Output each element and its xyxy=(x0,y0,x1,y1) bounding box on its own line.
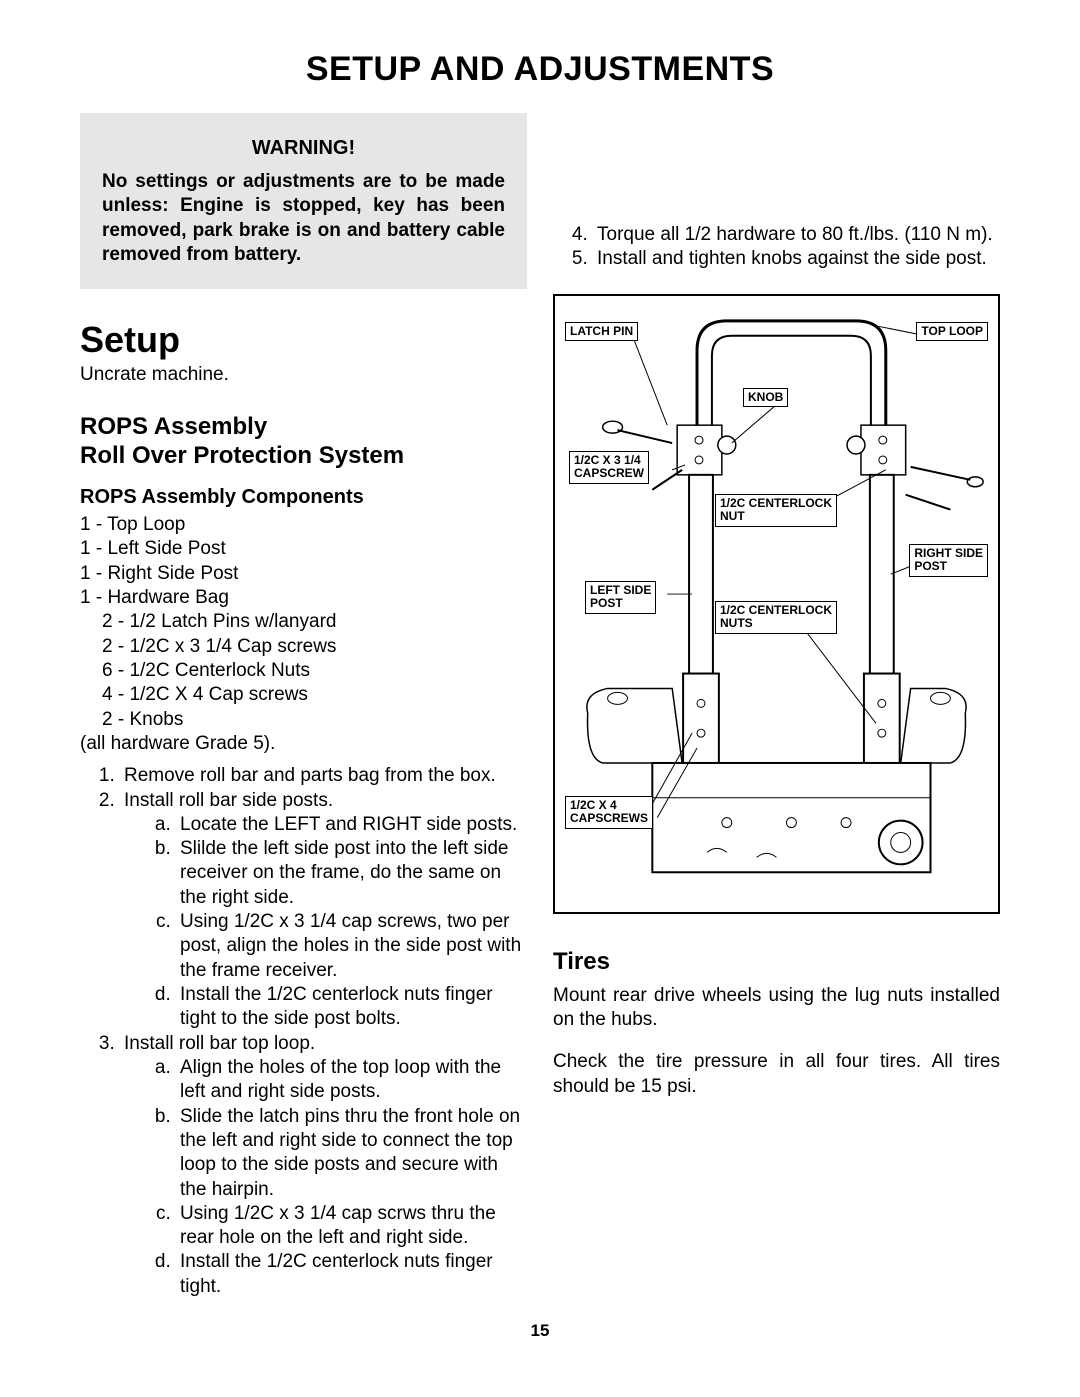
instruction-list: Remove roll bar and parts bag from the b… xyxy=(80,764,527,1299)
comp-sub: 6 - 1/2C Centerlock Nuts xyxy=(80,659,527,683)
comp-line: 1 - Hardware Bag xyxy=(80,586,527,610)
substep-list: Align the holes of the top loop with the… xyxy=(124,1056,527,1299)
setup-intro: Uncrate machine. xyxy=(80,363,527,387)
comp-sub: 4 - 1/2C X 4 Cap screws xyxy=(80,683,527,707)
label-centerlock-nuts: 1/2C CENTERLOCK NUTS xyxy=(715,601,837,635)
warning-text: No settings or adjustments are to be mad… xyxy=(102,170,505,267)
step-text: Install roll bar top loop. xyxy=(124,1033,315,1054)
substep: Using 1/2C x 3 1/4 cap screws, two per p… xyxy=(176,910,527,983)
rops-subheading: ROPS Assembly Components xyxy=(80,486,527,509)
substep: Using 1/2C x 3 1/4 cap scrws thru the re… xyxy=(176,1202,527,1251)
warning-title: WARNING! xyxy=(102,137,505,160)
step-text: Install roll bar side posts. xyxy=(124,790,333,811)
substep: Install the 1/2C centerlock nuts finger … xyxy=(176,983,527,1032)
label-left-post: LEFT SIDE POST xyxy=(585,581,656,615)
spacer xyxy=(553,113,1000,223)
comp-sub: 2 - 1/2C x 3 1/4 Cap screws xyxy=(80,635,527,659)
label-capscrew-314: 1/2C X 3 1/4 CAPSCREW xyxy=(569,451,649,485)
substep: Slilde the left side post into the left … xyxy=(176,837,527,910)
substep: Install the 1/2C centerlock nuts finger … xyxy=(176,1250,527,1299)
tires-p1: Mount rear drive wheels using the lug nu… xyxy=(553,984,1000,1033)
instruction-list-continued: Torque all 1/2 hardware to 80 ft./lbs. (… xyxy=(553,223,1000,272)
substep-list: Locate the LEFT and RIGHT side posts. Sl… xyxy=(124,813,527,1032)
step-5: Install and tighten knobs against the si… xyxy=(593,247,1000,271)
step-3: Install roll bar top loop. Align the hol… xyxy=(120,1032,527,1299)
substep: Align the holes of the top loop with the… xyxy=(176,1056,527,1105)
tires-p2: Check the tire pressure in all four tire… xyxy=(553,1050,1000,1099)
substep: Locate the LEFT and RIGHT side posts. xyxy=(176,813,527,837)
left-column: WARNING! No settings or adjustments are … xyxy=(80,113,527,1299)
components-list: 1 - Top Loop 1 - Left Side Post 1 - Righ… xyxy=(80,513,527,756)
warning-box: WARNING! No settings or adjustments are … xyxy=(80,113,527,289)
label-right-post: RIGHT SIDE POST xyxy=(909,544,988,578)
label-top-loop: TOP LOOP xyxy=(916,322,988,342)
comp-line: 1 - Right Side Post xyxy=(80,562,527,586)
step-4: Torque all 1/2 hardware to 80 ft./lbs. (… xyxy=(593,223,1000,247)
tires-heading: Tires xyxy=(553,948,1000,976)
label-latch-pin: LATCH PIN xyxy=(565,322,638,342)
label-capscrews-4: 1/2C X 4 CAPSCREWS xyxy=(565,796,653,830)
page-number: 15 xyxy=(80,1321,1000,1341)
substep: Slide the latch pins thru the front hole… xyxy=(176,1105,527,1202)
step-2: Install roll bar side posts. Locate the … xyxy=(120,789,527,1032)
page-title: SETUP AND ADJUSTMENTS xyxy=(80,50,1000,89)
setup-heading: Setup xyxy=(80,319,527,361)
rops-diagram: LATCH PIN TOP LOOP KNOB 1/2C X 3 1/4 CAP… xyxy=(553,294,1000,914)
label-centerlock-nut: 1/2C CENTERLOCK NUT xyxy=(715,494,837,528)
comp-sub: 2 - 1/2 Latch Pins w/lanyard xyxy=(80,610,527,634)
right-column: Torque all 1/2 hardware to 80 ft./lbs. (… xyxy=(553,113,1000,1299)
rops-heading: ROPS Assembly Roll Over Protection Syste… xyxy=(80,412,527,471)
step-text: Remove roll bar and parts bag from the b… xyxy=(124,765,496,786)
two-column-layout: WARNING! No settings or adjustments are … xyxy=(80,113,1000,1299)
comp-sub: 2 - Knobs xyxy=(80,708,527,732)
comp-note: (all hardware Grade 5). xyxy=(80,732,527,756)
label-knob: KNOB xyxy=(743,388,788,408)
comp-line: 1 - Left Side Post xyxy=(80,537,527,561)
comp-line: 1 - Top Loop xyxy=(80,513,527,537)
step-1: Remove roll bar and parts bag from the b… xyxy=(120,764,527,788)
